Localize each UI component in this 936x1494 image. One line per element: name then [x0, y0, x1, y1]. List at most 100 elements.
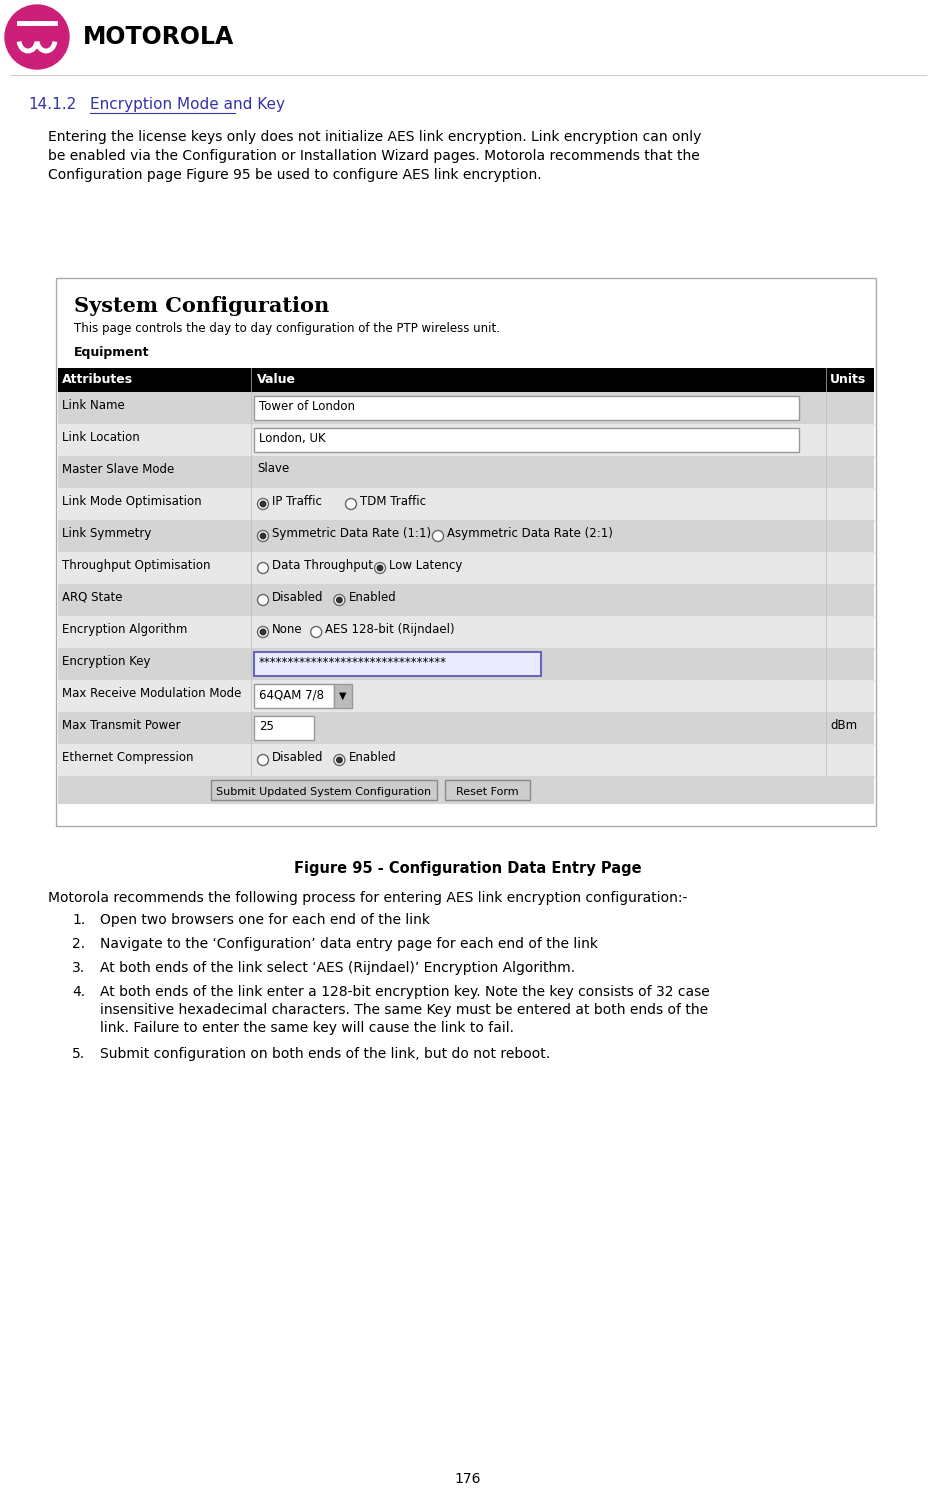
Text: Link Location: Link Location	[62, 430, 139, 444]
Text: Motorola recommends the following process for entering AES link encryption confi: Motorola recommends the following proces…	[48, 890, 687, 905]
Text: Link Name: Link Name	[62, 399, 124, 412]
Text: ▼: ▼	[339, 692, 346, 701]
Text: Throughput Optimisation: Throughput Optimisation	[62, 559, 211, 572]
Text: Open two browsers one for each end of the link: Open two browsers one for each end of th…	[100, 913, 430, 926]
Circle shape	[259, 532, 267, 539]
Text: link. Failure to enter the same key will cause the link to fail.: link. Failure to enter the same key will…	[100, 1020, 514, 1035]
FancyBboxPatch shape	[58, 456, 874, 489]
Text: Configuration page Figure 95 be used to configure AES link encryption.: Configuration page Figure 95 be used to …	[48, 167, 542, 182]
Text: System Configuration: System Configuration	[74, 296, 329, 317]
FancyBboxPatch shape	[254, 716, 314, 740]
Text: Encryption Algorithm: Encryption Algorithm	[62, 623, 187, 636]
Text: dBm: dBm	[830, 719, 857, 732]
Text: Disabled: Disabled	[272, 592, 324, 604]
Text: Encryption Mode and Key: Encryption Mode and Key	[90, 97, 285, 112]
Text: Tower of London: Tower of London	[259, 400, 355, 412]
Text: Submit Updated System Configuration: Submit Updated System Configuration	[216, 787, 431, 796]
Text: This page controls the day to day configuration of the PTP wireless unit.: This page controls the day to day config…	[74, 323, 500, 335]
Circle shape	[374, 563, 386, 574]
Text: TDM Traffic: TDM Traffic	[360, 495, 426, 508]
Text: ********************************: ********************************	[259, 656, 447, 669]
Text: Data Throughput: Data Throughput	[272, 559, 373, 572]
FancyBboxPatch shape	[58, 489, 874, 520]
Text: Submit configuration on both ends of the link, but do not reboot.: Submit configuration on both ends of the…	[100, 1047, 550, 1061]
Circle shape	[376, 565, 384, 572]
Text: Navigate to the ‘Configuration’ data entry page for each end of the link: Navigate to the ‘Configuration’ data ent…	[100, 937, 598, 952]
Text: 2.: 2.	[72, 937, 85, 952]
FancyBboxPatch shape	[58, 424, 874, 456]
Circle shape	[345, 499, 357, 509]
Text: Max Receive Modulation Mode: Max Receive Modulation Mode	[62, 687, 241, 701]
Text: Master Slave Mode: Master Slave Mode	[62, 463, 174, 477]
Circle shape	[257, 530, 269, 541]
Circle shape	[311, 626, 322, 638]
Circle shape	[259, 629, 267, 635]
Text: 4.: 4.	[72, 985, 85, 999]
Text: Figure 95 - Configuration Data Entry Page: Figure 95 - Configuration Data Entry Pag…	[294, 861, 642, 875]
Circle shape	[336, 596, 343, 604]
Text: MOTOROLA: MOTOROLA	[83, 25, 234, 49]
Text: 14.1.2: 14.1.2	[28, 97, 76, 112]
FancyBboxPatch shape	[445, 780, 530, 799]
Text: Value: Value	[257, 374, 296, 385]
Circle shape	[334, 595, 344, 605]
Text: Ethernet Compression: Ethernet Compression	[62, 751, 194, 763]
FancyBboxPatch shape	[58, 775, 874, 804]
Text: 3.: 3.	[72, 961, 85, 976]
Text: London, UK: London, UK	[259, 432, 326, 445]
Text: Enabled: Enabled	[348, 592, 396, 604]
Text: IP Traffic: IP Traffic	[272, 495, 322, 508]
FancyBboxPatch shape	[211, 780, 437, 799]
Text: Attributes: Attributes	[62, 374, 133, 385]
Text: At both ends of the link enter a 128-bit encryption key. Note the key consists o: At both ends of the link enter a 128-bit…	[100, 985, 709, 999]
Text: 5.: 5.	[72, 1047, 85, 1061]
Text: 1.: 1.	[72, 913, 85, 926]
FancyBboxPatch shape	[58, 368, 874, 391]
Circle shape	[257, 499, 269, 509]
Text: 176: 176	[455, 1472, 481, 1487]
Circle shape	[334, 754, 344, 765]
Circle shape	[336, 756, 343, 763]
FancyBboxPatch shape	[254, 684, 334, 708]
FancyBboxPatch shape	[58, 584, 874, 616]
Circle shape	[257, 626, 269, 638]
Text: Units: Units	[830, 374, 866, 385]
Text: Link Symmetry: Link Symmetry	[62, 527, 152, 539]
FancyBboxPatch shape	[254, 427, 799, 453]
Text: None: None	[272, 623, 302, 636]
Text: AES 128-bit (Rijndael): AES 128-bit (Rijndael)	[325, 623, 455, 636]
FancyBboxPatch shape	[58, 648, 874, 680]
Text: Enabled: Enabled	[348, 751, 396, 763]
FancyBboxPatch shape	[58, 520, 874, 551]
Text: Link Mode Optimisation: Link Mode Optimisation	[62, 495, 201, 508]
FancyBboxPatch shape	[58, 551, 874, 584]
Circle shape	[432, 530, 444, 541]
FancyBboxPatch shape	[58, 744, 874, 775]
Text: Max Transmit Power: Max Transmit Power	[62, 719, 181, 732]
FancyBboxPatch shape	[58, 391, 874, 424]
Text: be enabled via the Configuration or Installation Wizard pages. Motorola recommen: be enabled via the Configuration or Inst…	[48, 149, 700, 163]
Text: Encryption Key: Encryption Key	[62, 654, 151, 668]
Text: 25: 25	[259, 720, 274, 734]
Text: ARQ State: ARQ State	[62, 592, 123, 604]
Circle shape	[257, 754, 269, 765]
Circle shape	[259, 500, 267, 508]
FancyBboxPatch shape	[58, 713, 874, 744]
FancyBboxPatch shape	[254, 651, 541, 675]
FancyBboxPatch shape	[58, 680, 874, 713]
Text: Symmetric Data Rate (1:1): Symmetric Data Rate (1:1)	[272, 527, 431, 539]
Text: Slave: Slave	[257, 462, 289, 475]
Circle shape	[257, 595, 269, 605]
Text: At both ends of the link select ‘AES (Rijndael)’ Encryption Algorithm.: At both ends of the link select ‘AES (Ri…	[100, 961, 575, 976]
Text: insensitive hexadecimal characters. The same Key must be entered at both ends of: insensitive hexadecimal characters. The …	[100, 1002, 709, 1017]
FancyBboxPatch shape	[334, 684, 352, 708]
FancyBboxPatch shape	[58, 616, 874, 648]
Text: Equipment: Equipment	[74, 347, 150, 359]
FancyBboxPatch shape	[56, 278, 876, 826]
Text: Disabled: Disabled	[272, 751, 324, 763]
Text: Low Latency: Low Latency	[389, 559, 462, 572]
Text: 64QAM 7/8: 64QAM 7/8	[259, 689, 324, 701]
Text: Asymmetric Data Rate (2:1): Asymmetric Data Rate (2:1)	[447, 527, 613, 539]
Circle shape	[257, 563, 269, 574]
FancyBboxPatch shape	[254, 396, 799, 420]
